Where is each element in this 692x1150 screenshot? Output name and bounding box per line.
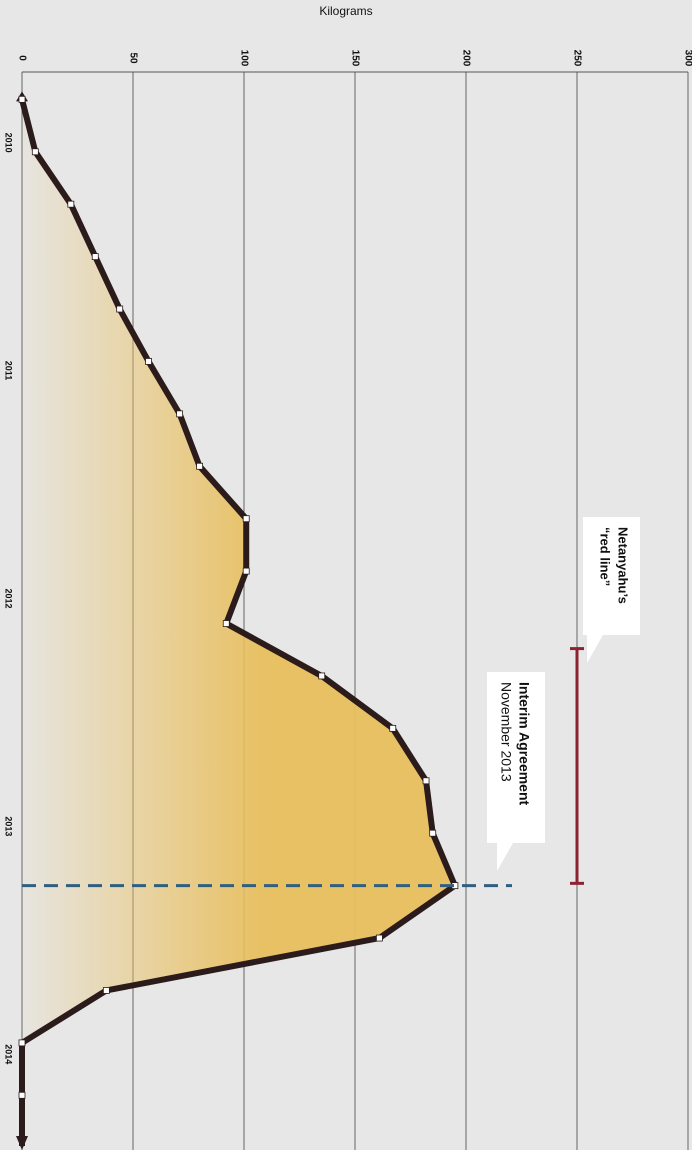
value-tick-label: 150	[349, 50, 360, 67]
data-point	[389, 724, 397, 732]
data-point	[318, 672, 326, 680]
callout-text: November 2013	[498, 682, 514, 782]
data-point	[18, 1091, 26, 1099]
data-point	[222, 620, 230, 627]
data-point	[376, 934, 383, 942]
year-label: 2010	[4, 133, 14, 153]
value-tick-label: 0	[16, 55, 27, 61]
area-fill	[22, 99, 455, 1096]
value-tick-label: 50	[127, 52, 138, 64]
callout-text: “red line”	[598, 527, 613, 586]
callout-text: Interim Agreement	[516, 682, 532, 806]
data-point	[116, 305, 124, 313]
data-point	[91, 253, 99, 261]
callout-box	[583, 517, 640, 663]
year-label: 2011	[4, 361, 14, 381]
data-line	[19, 98, 458, 1096]
arrow-head	[16, 1136, 28, 1150]
callout-text: Netanyahu’s	[616, 527, 631, 604]
value-tick-label: 100	[238, 50, 249, 67]
data-point	[145, 358, 152, 365]
data-point	[31, 148, 39, 156]
data-point	[242, 515, 250, 523]
data-point	[429, 829, 437, 837]
value-tick-label: 300	[682, 50, 692, 67]
data-point	[422, 777, 430, 785]
axis-title: Kilograms	[319, 4, 372, 18]
callout-box	[487, 672, 545, 871]
data-point	[196, 462, 204, 470]
year-label: 2014	[4, 1044, 14, 1064]
data-point	[18, 95, 26, 103]
data-point	[102, 987, 110, 994]
data-point	[242, 567, 250, 575]
data-point	[176, 410, 184, 418]
data-point	[67, 200, 75, 208]
value-tick-label: 200	[460, 50, 471, 67]
value-tick-label: 250	[571, 50, 582, 67]
year-label: 2012	[4, 588, 14, 608]
data-point	[18, 1039, 26, 1047]
year-label: 2013	[4, 816, 14, 836]
